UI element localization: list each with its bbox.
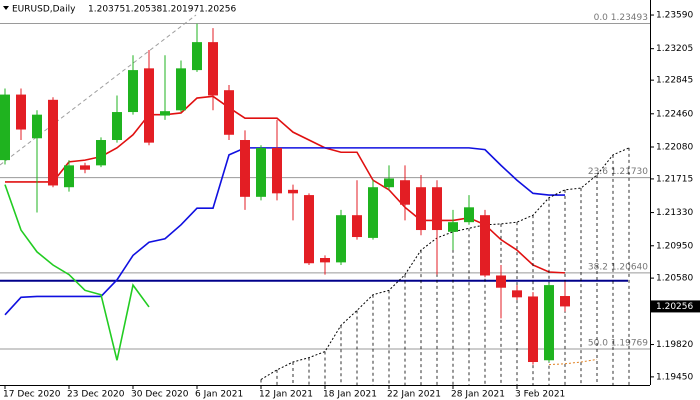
trend-line (0, 14, 197, 166)
candle-body (432, 187, 442, 231)
candle-body (272, 147, 282, 194)
candle-body (448, 222, 458, 232)
x-tick-label: 6 Jan 2021 (195, 390, 243, 400)
indicator-line (4, 184, 150, 361)
y-tick-label: 1.19820 (656, 340, 693, 350)
candle-body (144, 68, 154, 143)
fib-label: 38.2 1.20640 (588, 262, 648, 272)
candle-body (544, 285, 554, 361)
candle-body (320, 258, 330, 263)
price-label-bg (651, 300, 700, 313)
candle-body (224, 90, 234, 135)
plot-area: 0.0 1.23493 23.6 1.21730 38.2 1.20640 50.0 … (0, 13, 650, 385)
y-tick-label: 1.23205 (656, 44, 693, 54)
ohlc-open: 1.20375 (88, 5, 125, 15)
candle-body (128, 70, 138, 113)
candle-body (16, 94, 26, 130)
candle-body (528, 296, 538, 363)
x-tick-label: 3 Feb 2021 (515, 390, 565, 400)
candle-body (64, 165, 74, 188)
candle-body (416, 187, 426, 231)
candle-body (96, 140, 106, 166)
x-tick-label: 12 Jan 2021 (259, 390, 313, 400)
indicator-line (548, 358, 598, 366)
ohlc-high: 1.20538 (125, 5, 162, 15)
y-tick-label: 1.21715 (656, 174, 693, 184)
y-tick-label: 1.20580 (656, 274, 693, 284)
candle-body (496, 275, 506, 288)
candle-body (336, 215, 346, 263)
y-tick-label: 1.22460 (656, 109, 693, 119)
ohlc-low: 1.20197 (162, 5, 199, 15)
candle-body (304, 195, 314, 264)
candle-body (480, 215, 490, 276)
candle-body (288, 189, 298, 194)
x-tick-label: 23 Dec 2020 (67, 390, 125, 400)
symbol-icon (3, 6, 9, 10)
candle-body (352, 215, 362, 238)
candle-body (176, 68, 186, 111)
candle-body (0, 94, 10, 161)
indicator-line (260, 147, 630, 380)
y-tick-label: 1.21330 (656, 208, 693, 218)
candle-body (464, 207, 474, 223)
y-tick-label: 1.22080 (656, 143, 693, 153)
y-tick-label: 1.20950 (656, 241, 693, 251)
candle-body (48, 99, 58, 186)
candle-body (112, 112, 122, 141)
x-tick-label: 22 Jan 2021 (387, 390, 441, 400)
indicator-line (4, 147, 565, 316)
candle-body (512, 290, 522, 298)
y-tick-label: 1.22845 (656, 76, 693, 86)
candle-body (192, 42, 202, 71)
fib-label: 50.0 1.19769 (588, 338, 648, 348)
fib-label: 23.6 1.21730 (588, 167, 648, 177)
candle-body (240, 140, 250, 197)
x-tick-label: 30 Dec 2020 (131, 390, 189, 400)
candle-body (384, 178, 394, 188)
candle-body (368, 187, 378, 238)
y-tick-label: 1.23590 (656, 11, 693, 21)
candle-body (400, 180, 410, 205)
candle-body (80, 165, 90, 170)
fib-label: 0.0 1.23493 (594, 13, 648, 23)
x-tick-label: 17 Dec 2020 (3, 390, 61, 400)
ohlc-close: 1.20256 (199, 5, 236, 15)
candle-body (560, 296, 570, 307)
candle-body (32, 114, 42, 139)
x-tick-label: 28 Jan 2021 (451, 390, 505, 400)
candle-body (160, 111, 170, 116)
chart-title: EURUSD,Daily (12, 5, 76, 15)
price-label: 1.20256 (656, 302, 693, 312)
y-tick-label: 1.19450 (656, 372, 693, 382)
x-tick-label: 18 Jan 2021 (323, 390, 377, 400)
candle-body (208, 42, 218, 96)
candle-body (256, 147, 266, 197)
